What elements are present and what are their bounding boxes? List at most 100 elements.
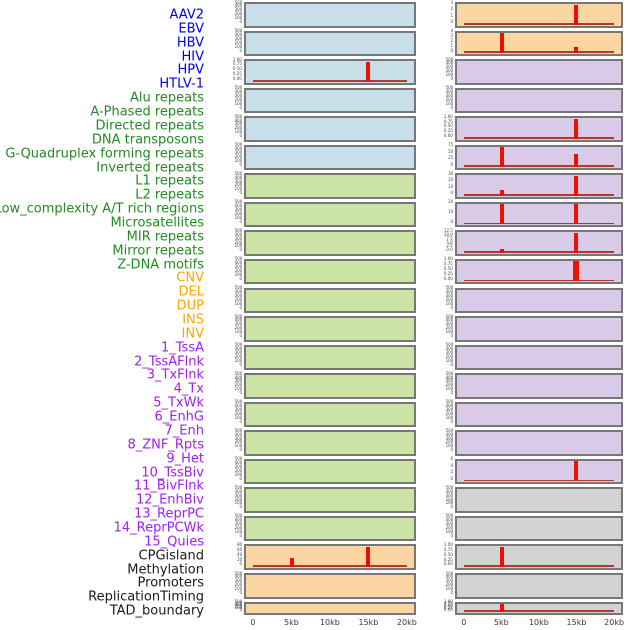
y-tick-label: 0 [239,105,242,110]
y-tick-label: 0 [450,19,453,24]
track-panel [244,430,416,456]
y-axis-ticks: 1.00 0.75 0.50 0.25 0.00 [415,543,453,570]
y-tick-label: 100 [234,586,242,592]
y-tick-label: 0.75 [444,261,453,267]
track-panel [455,2,623,28]
y-axis-ticks: 500 400 300 200 100 0 [204,486,242,513]
y-tick-label: 200 [234,154,242,159]
y-tick-label: 200 [234,382,242,388]
y-tick-label: 200 [445,411,453,416]
y-tick-label: 300 [234,7,242,13]
y-tick-label: 300 [445,350,453,355]
y-tick-label: 2 [450,38,453,43]
y-tick-label: 0 [450,219,453,224]
y-tick-label: 100 [445,358,453,363]
y-tick-label: 400 [445,432,453,437]
y-tick-label: 100 [445,529,453,534]
track-label: 8_ZNF_Rpts [127,437,204,453]
y-axis-ticks: 500 400 300 200 100 0 [415,571,453,599]
spike-bar [365,546,370,567]
y-axis-ticks: 1.00 0.75 0.50 0.25 0.00 [415,600,453,616]
y-tick-label: 200 [445,525,453,531]
track-label: 11_BivFlnk [133,478,204,494]
x-tick-label: 15kb [566,618,587,627]
red-baseline [463,251,615,253]
y-tick-label: 200 [234,182,242,188]
y-tick-label: 500 [234,0,242,5]
y-tick-label: 200 [445,68,453,74]
y-tick-label: 0 [239,607,242,612]
y-tick-label: 200 [234,354,242,359]
y-tick-label: 10 [447,184,453,189]
y-tick-label: 20 [447,177,453,183]
y-tick-label: 100 [234,129,242,135]
y-tick-label: 5.0 [446,240,453,245]
y-tick-label: 100 [234,500,242,506]
spike-bar [365,61,370,82]
track-label: DEL [178,284,204,300]
y-tick-label: 0 [450,504,453,510]
y-tick-label: 500 [234,228,242,233]
y-axis-ticks: 500 400 300 200 100 0 [415,343,453,371]
y-tick-label: 100 [234,415,242,420]
y-axis-ticks: 500 400 300 200 100 0 [415,314,453,342]
y-tick-label: 0 [450,76,453,82]
spike-bar [500,33,505,54]
track-panel [455,59,623,85]
track-label: 3_TxFlnk [146,367,204,383]
y-tick-label: 200 [234,582,242,588]
track-panel [244,59,416,85]
y-tick-label: 0 [450,476,453,481]
track-panel [455,144,623,171]
y-tick-label: 500 [234,342,242,348]
spike-bar [573,118,578,139]
x-tick-label: 10kb [528,618,549,627]
track-label: Methylation [127,562,204,578]
y-tick-label: 200 [234,297,242,302]
y-tick-label: 500 [445,57,453,62]
y-tick-label: 50 [447,149,453,154]
y-tick-label: 300 [445,493,453,498]
y-tick-label: 100 [445,301,453,306]
y-tick-label: 100 [445,72,453,78]
track-panel [244,173,416,199]
y-tick-label: 100 [445,443,453,449]
y-tick-label: 100 [234,529,242,534]
track-label: MIR repeats [126,229,204,245]
y-tick-label: 500 [234,28,242,34]
y-tick-label: 500 [445,485,453,490]
y-axis-ticks: 500 400 300 200 100 0 [204,314,242,342]
y-tick-label: 20 [447,199,453,205]
y-tick-label: 1.00 [444,256,453,262]
y-tick-label: 0 [239,561,242,567]
y-tick-label: 200 [445,325,453,331]
track-panel [455,258,623,285]
track-panel [244,116,416,142]
x-tick-label: 20kb [604,618,625,627]
y-tick-label: 400 [234,317,242,323]
y-tick-label: 500 [234,256,242,262]
y-tick-label: 100 [445,415,453,420]
y-tick-label: 0.00 [444,276,453,281]
x-tick-label: 0 [250,618,256,627]
x-tick-label: 5kb [284,618,299,627]
y-tick-label: 300 [234,207,242,213]
y-tick-label: 0.25 [444,557,453,562]
y-tick-label: 0.25 [233,71,242,77]
track-panel [244,316,416,342]
y-tick-label: 300 [445,93,453,98]
y-tick-label: 200 [234,604,242,609]
track-label: 14_ReprPCWk [113,520,204,536]
y-tick-label: 200 [234,468,242,473]
y-tick-label: 400 [234,601,242,606]
red-baseline [463,22,615,25]
y-tick-label: 1 [450,43,453,48]
track-panel [455,201,623,228]
y-tick-label: 0 [239,390,242,396]
y-tick-label: 400 [234,203,242,209]
y-tick-label: 400 [234,574,242,580]
y-tick-label: 100 [234,44,242,49]
y-axis-ticks: 500 400 300 200 100 0 [204,342,242,371]
spike-bar [500,604,505,613]
y-tick-label: 200 [445,582,453,588]
